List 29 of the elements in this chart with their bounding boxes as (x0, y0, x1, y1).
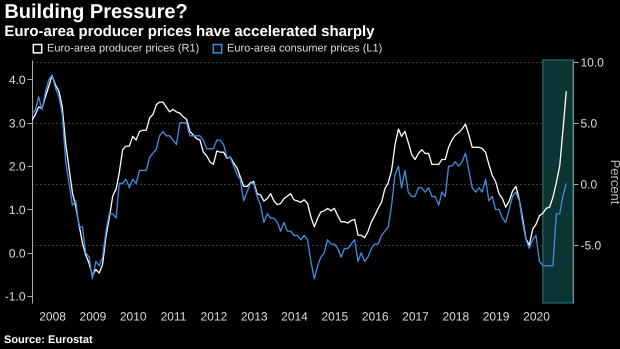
y2-tick-label: 0.0 (580, 177, 598, 192)
source-note: Source: Eurostat (4, 334, 93, 346)
y-tick-label: -1.0 (4, 290, 26, 304)
chart-title: Building Pressure? (4, 1, 188, 23)
x-tick-label: 2019 (482, 310, 510, 324)
x-tick-label: 2016 (362, 310, 389, 324)
x-tick-label: 2017 (402, 310, 430, 324)
x-tick-label: 2015 (321, 310, 348, 324)
x-tick-label: 2020 (523, 310, 550, 324)
x-tick-label: 2011 (160, 310, 187, 324)
x-tick-label: 2009 (80, 310, 107, 324)
chart-subtitle: Euro-area producer prices have accelerated sharply (4, 23, 376, 40)
x-tick-label: 2018 (442, 310, 470, 324)
x-tick-label: 2012 (200, 310, 228, 324)
y2-tick-label: -5.0 (580, 238, 602, 252)
x-tick-label: 2013 (240, 310, 268, 324)
x-tick-label: 2014 (281, 310, 308, 324)
x-tick-label: 2010 (120, 310, 147, 324)
y2-tick-label: 10.0 (580, 55, 604, 70)
y2-tick-label: 5.0 (580, 116, 598, 130)
y-tick-label: 2.0 (8, 160, 26, 174)
y-tick-label: 4.0 (8, 72, 26, 87)
y-tick-label: 3.0 (8, 116, 26, 130)
y-tick-label: 1.0 (8, 202, 26, 217)
y2-axis-title: Percent (608, 160, 620, 205)
legend-label: Euro-area producer prices (R1) (47, 42, 200, 55)
x-tick-label: 2008 (39, 310, 66, 324)
y-tick-label: 0.0 (8, 246, 26, 260)
legend-label: Euro-area consumer prices (L1) (227, 42, 382, 55)
